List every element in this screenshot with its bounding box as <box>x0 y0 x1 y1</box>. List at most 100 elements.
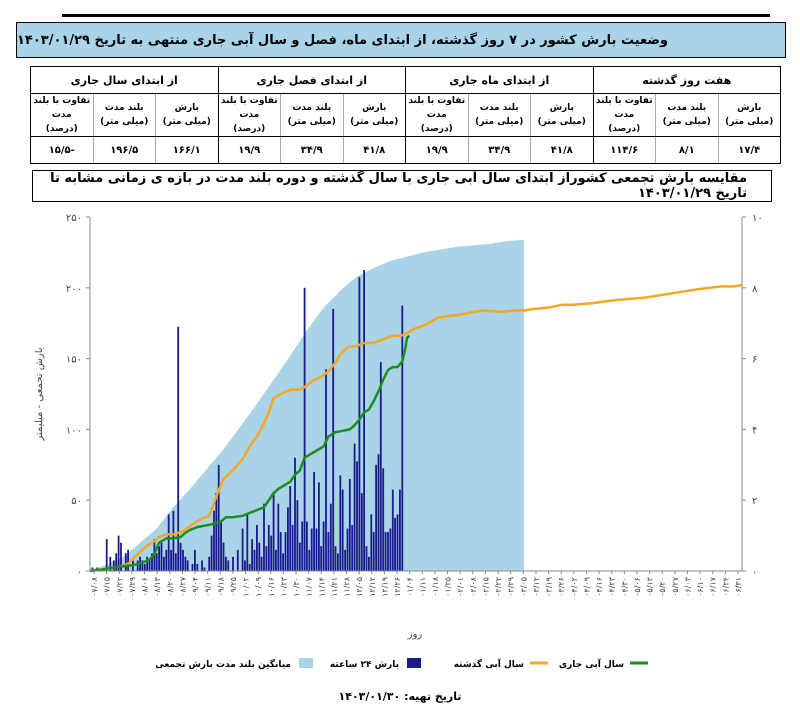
x-tick-label: ۰۹/۱۸ <box>216 576 225 597</box>
series-line-current-year <box>89 334 411 573</box>
daily-rain-bar <box>339 475 342 571</box>
daily-rain-bar <box>344 549 346 571</box>
x-tick-label: ۰۵/۲۰ <box>658 577 667 597</box>
daily-rain-bar <box>115 553 118 571</box>
x-axis-label: روز <box>407 629 423 640</box>
x-tick-label: ۰۵/۱۳ <box>646 576 655 597</box>
chart-title: مقایسه بارش تجمعی کشوراز ابتدای سال آبی … <box>50 171 747 201</box>
x-tick-label: ۰۱/۱۸ <box>431 576 440 597</box>
daily-rain-bar <box>265 546 268 571</box>
stats-column-header: بلند مدت (میلی متر) <box>655 93 719 137</box>
daily-rain-bar <box>263 503 265 571</box>
footer-label: تاریخ تهیه: <box>404 690 462 703</box>
x-tick-label: ۰۶/۰۳ <box>683 576 692 597</box>
x-tick-label: ۰۶/۳۱ <box>734 577 743 597</box>
daily-rain-bar <box>248 563 251 571</box>
x-tick-label: ۰۷/۲۲ <box>115 577 124 597</box>
stats-column-header: تفاوت با بلند مدت (درصد) <box>30 93 94 137</box>
daily-rain-bar <box>291 525 294 571</box>
x-tick-label: ۰۲/۲۲ <box>494 577 503 597</box>
daily-rain-bar <box>315 528 318 571</box>
stats-value: ۱۹/۹ <box>217 136 281 164</box>
daily-rain-bar <box>391 489 394 571</box>
x-tick-label: ۱۰/۱۶ <box>267 577 276 597</box>
daily-rain-bar <box>215 493 218 571</box>
y-tick-label-left: ۰ <box>77 567 82 578</box>
x-tick-label: ۰۳/۰۵ <box>519 577 528 597</box>
daily-rain-bar <box>389 528 392 571</box>
x-tick-label: ۰۵/۰۶ <box>633 577 642 597</box>
series-line-last-year <box>89 283 743 573</box>
x-tick-label: ۰۹/۲۵ <box>229 577 238 597</box>
daily-rain-bar <box>356 461 358 571</box>
daily-rain-bar <box>346 528 349 571</box>
daily-rain-bar <box>170 549 172 571</box>
daily-rain-bar <box>172 510 175 571</box>
x-tick-label: ۰۹/۰۴ <box>191 577 200 597</box>
daily-rain-bar <box>258 542 261 571</box>
page-title: وضعیت بارش کشور در ۷ روز گذشته، از ابتدا… <box>17 32 668 48</box>
y-tick-label-left: ۱۵۰ <box>66 355 82 366</box>
daily-rain-bar <box>310 528 313 571</box>
daily-rain-bar <box>105 539 108 571</box>
daily-rain-bar <box>225 556 227 571</box>
daily-rain-bar <box>360 493 363 571</box>
x-tick-label: ۱۱/۲۱ <box>330 577 339 597</box>
stats-group-label: از ابتدای فصل جاری <box>217 66 406 94</box>
x-tick-label: ۰۸/۲۰ <box>166 577 175 597</box>
daily-rain-bar <box>148 560 151 571</box>
y-tick-label-right: ۲ <box>752 496 757 507</box>
daily-rain-bar <box>213 510 215 571</box>
y-tick-label-left: ۱۰۰ <box>66 425 82 436</box>
daily-rain-bar <box>136 560 139 571</box>
daily-rain-bar <box>124 553 127 571</box>
stats-value: ۱۱۴/۶ <box>592 136 656 164</box>
daily-rain-bar <box>163 556 165 571</box>
y-tick-label-right: ۴ <box>752 425 757 436</box>
x-tick-label: ۰۶/۱۷ <box>709 576 718 597</box>
daily-rain-bar <box>379 362 382 571</box>
stats-value: ۳۴/۹ <box>467 136 531 164</box>
daily-rain-bar <box>222 542 225 571</box>
daily-rain-bar <box>401 305 404 571</box>
daily-rain-bar <box>208 556 211 571</box>
stats-column-header: بلند مدت (میلی متر) <box>467 93 531 137</box>
x-tick-label: ۰۲/۲۹ <box>507 577 516 597</box>
daily-rain-bar <box>375 464 377 571</box>
daily-rain-bar <box>182 549 184 571</box>
x-tick-label: ۱۲/۱۹ <box>380 577 389 597</box>
stats-column-header: تفاوت با بلند مدت (درصد) <box>592 93 656 137</box>
x-tick-label: ۰۷/۲۹ <box>128 577 137 597</box>
daily-rain-bar <box>394 517 396 571</box>
daily-rain-bar <box>353 443 356 571</box>
daily-rain-bar <box>320 546 323 571</box>
stats-column-header: بارش (میلی متر) <box>530 93 594 137</box>
legend-swatch <box>407 658 421 668</box>
daily-rain-bar <box>301 521 304 571</box>
daily-rain-bar <box>377 454 380 571</box>
daily-rain-bar <box>179 542 182 571</box>
daily-rain-bar <box>146 556 149 571</box>
daily-rain-bar <box>184 556 187 571</box>
x-tick-label: ۱۱/۲۸ <box>343 576 352 597</box>
legend-label: بارش ۲۴ ساعته <box>330 660 399 670</box>
stats-value: ۸/۱ <box>655 136 719 164</box>
stats-column-header: بلند مدت (میلی متر) <box>92 93 156 137</box>
x-tick-label: ۱۱/۰۷ <box>305 576 314 597</box>
daily-rain-bar <box>267 525 270 571</box>
footer-date: ۱۴۰۳/۰۱/۳۰ <box>338 690 401 703</box>
x-tick-label: ۱۲/۰۵ <box>355 577 364 597</box>
daily-rain-bar <box>270 535 273 571</box>
x-tick-label: ۰۴/۲۳ <box>608 576 617 597</box>
daily-rain-bar <box>322 521 325 571</box>
chart-title-bar: مقایسه بارش تجمعی کشوراز ابتدای سال آبی … <box>32 170 772 202</box>
stats-value: ۳۴/۹ <box>280 136 344 164</box>
legend-label: میانگین بلند مدت بارش تجمعی <box>155 658 291 670</box>
daily-rain-bar <box>251 539 253 571</box>
daily-rain-bar <box>327 532 330 571</box>
stats-column-header: بلند مدت (میلی متر) <box>280 93 344 137</box>
daily-rain-bar <box>313 471 315 571</box>
daily-rain-bar <box>143 563 146 571</box>
daily-rain-bar <box>382 468 385 571</box>
x-tick-label: ۰۷/۱۵ <box>103 577 112 597</box>
